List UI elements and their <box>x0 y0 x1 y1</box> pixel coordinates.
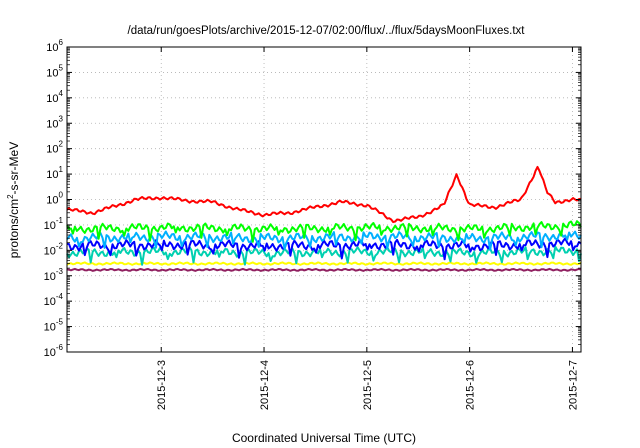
x-axis: 2015-12-3 2015-12-4 2015-12-5 2015-12-6 2015… <box>156 47 579 410</box>
y-tick-label: 10-6 <box>44 343 64 359</box>
x-tick-label: 2015-12-6 <box>465 360 477 410</box>
y-tick-label: 105 <box>46 63 63 79</box>
chart-title: /data/run/goesPlots/archive/2015-12-07/0… <box>128 25 526 37</box>
x-tick-label: 2015-12-4 <box>259 360 271 410</box>
series-line-3 <box>66 237 582 261</box>
y-tick-label: 101 <box>46 165 63 181</box>
y-axis-label: protons/cm2-s-sr-MeV <box>6 142 21 258</box>
y-tick-label: 106 <box>46 38 63 54</box>
series-line-5 <box>66 261 582 266</box>
y-tick-label: 10-4 <box>44 292 64 308</box>
x-tick-label: 2015-12-5 <box>362 360 374 410</box>
series-line-1 <box>66 220 582 243</box>
y-tick-label: 10-3 <box>44 267 64 283</box>
series-line-0 <box>66 165 582 224</box>
y-tick-label: 10-5 <box>44 318 64 334</box>
series-line-6 <box>66 267 582 272</box>
y-axis: 10-6 10-5 10-4 10-3 10-2 10-1 100 101 102 103 104 1… <box>44 38 581 359</box>
grid <box>67 47 581 352</box>
y-tick-label: 100 <box>46 191 63 207</box>
y-tick-label: 10-2 <box>44 241 64 257</box>
y-tick-label: 104 <box>46 89 63 105</box>
series-group <box>66 165 582 272</box>
x-tick-label: 2015-12-3 <box>156 360 168 410</box>
y-tick-label: 10-1 <box>44 216 64 232</box>
y-tick-label: 102 <box>46 140 63 156</box>
series-line-2 <box>66 230 582 251</box>
x-axis-label: Coordinated Universal Time (UTC) <box>232 431 416 445</box>
y-tick-label: 103 <box>46 114 63 130</box>
x-tick-label: 2015-12-7 <box>567 360 579 410</box>
